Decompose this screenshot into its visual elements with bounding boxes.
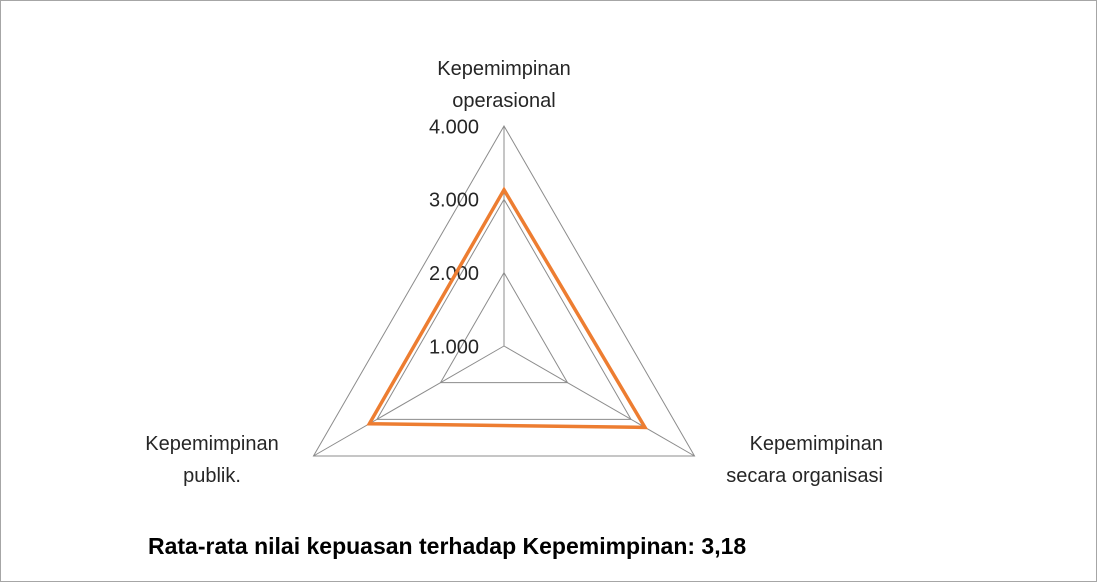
chart-title: Rata-rata nilai kepuasan terhadap Kepemi… <box>148 533 747 559</box>
category-label: Kepemimpinan secara organisasi <box>726 433 883 487</box>
spoke <box>313 345 505 457</box>
grid-line <box>312 124 696 457</box>
tick-label: 3.000 <box>429 190 479 212</box>
grid-line <box>439 271 569 384</box>
category-label: Kepemimpinan operasional <box>437 58 571 112</box>
category-label: Kepemimpinan publik. <box>145 433 279 487</box>
series-line <box>366 186 649 430</box>
grid-line <box>376 198 632 420</box>
spoke <box>503 345 695 457</box>
tick-label: 4.000 <box>429 116 479 138</box>
tick-label: 1.000 <box>429 336 479 358</box>
